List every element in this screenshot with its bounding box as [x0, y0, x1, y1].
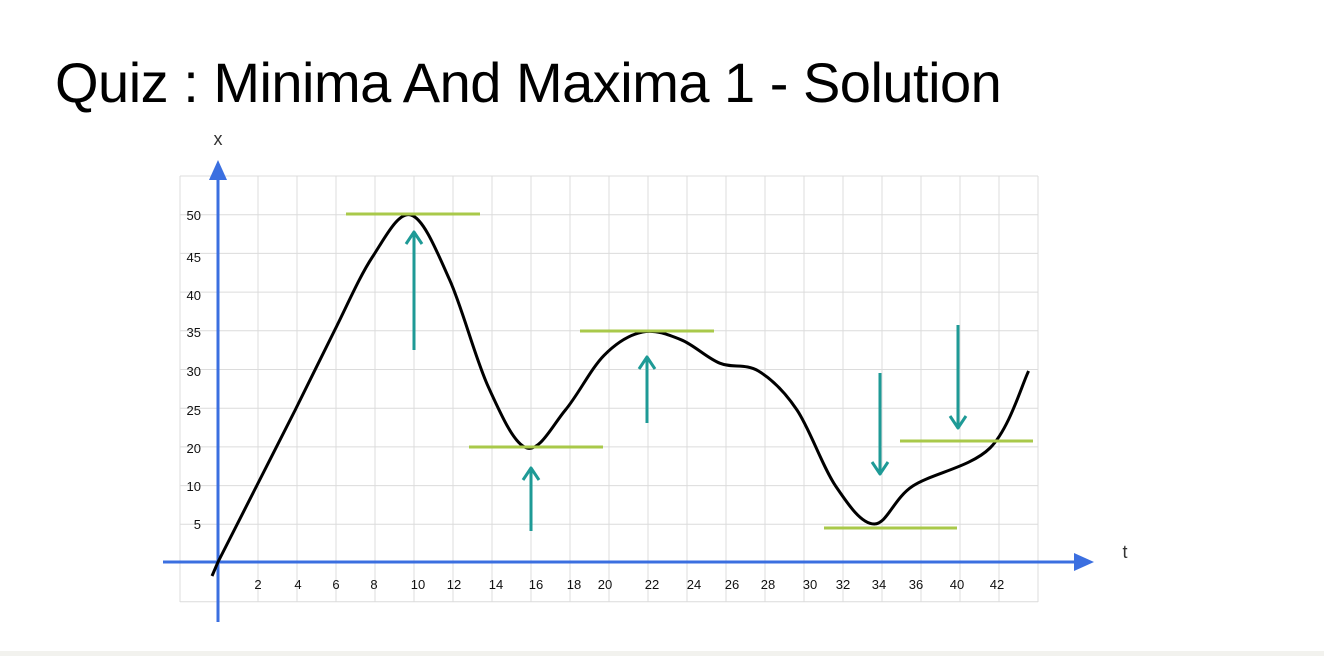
x-tick-label: 16	[529, 577, 543, 592]
x-tick-label: 26	[725, 577, 739, 592]
chart-grid	[179, 175, 1039, 603]
y-axis-arrowhead	[209, 160, 227, 180]
x-tick-label: 8	[370, 577, 377, 592]
slide-title: Quiz : Minima And Maxima 1 - Solution	[55, 51, 1002, 114]
x-tick-label: 18	[567, 577, 581, 592]
x-tick-label: 6	[332, 577, 339, 592]
curve-layer	[210, 213, 1030, 577]
y-tick-label: 35	[187, 325, 201, 340]
x-tick-label: 2	[254, 577, 261, 592]
extrema-arrows	[404, 230, 968, 531]
arrow-head-down	[948, 415, 968, 430]
y-tick-label: 45	[187, 250, 201, 265]
x-tick-label: 32	[836, 577, 850, 592]
x-tick-label: 4	[294, 577, 301, 592]
bottom-strip	[0, 651, 1324, 656]
x-tick-label: 34	[872, 577, 886, 592]
arrow-head-down	[870, 461, 890, 476]
y-tick-label: 40	[187, 288, 201, 303]
arrow-head-up	[637, 355, 657, 370]
x-tick-label: 12	[447, 577, 461, 592]
x-axis-label: t	[1122, 542, 1127, 562]
y-tick-label: 50	[187, 208, 201, 223]
x-tick-label: 24	[687, 577, 701, 592]
x-axis-arrowhead	[1074, 553, 1094, 571]
axes: tx	[163, 129, 1128, 622]
x-tick-label: 20	[598, 577, 612, 592]
function-curve	[210, 213, 1030, 577]
y-tick-label: 25	[187, 403, 201, 418]
arrow-head-up	[521, 466, 541, 481]
x-tick-label: 40	[950, 577, 964, 592]
arrow-head-up	[404, 230, 424, 245]
tangent-lines	[346, 212, 1033, 530]
x-tick-label: 14	[489, 577, 503, 592]
x-tick-label: 28	[761, 577, 775, 592]
x-tick-label: 42	[990, 577, 1004, 592]
x-tick-label: 22	[645, 577, 659, 592]
y-tick-label: 5	[194, 517, 201, 532]
y-tick-label: 10	[187, 479, 201, 494]
y-tick-label: 20	[187, 441, 201, 456]
tick-labels: 2 4 6 8 10 12 14 16 18 20 22 24 26 28 30 32 34 36 40 425102…	[187, 208, 1005, 592]
y-axis-label: x	[214, 129, 223, 149]
x-tick-label: 10	[411, 577, 425, 592]
y-tick-label: 30	[187, 364, 201, 379]
x-tick-label: 30	[803, 577, 817, 592]
x-tick-label: 36	[909, 577, 923, 592]
